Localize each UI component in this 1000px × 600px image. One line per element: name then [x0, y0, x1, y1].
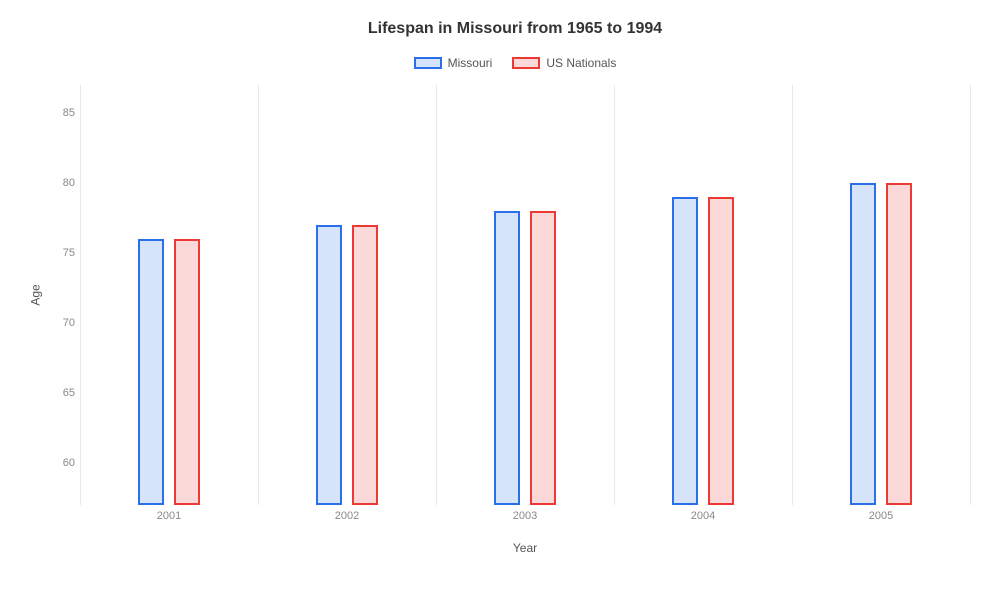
y-tick: 80	[40, 177, 75, 189]
x-axis-label: Year	[513, 541, 537, 555]
bar	[352, 225, 378, 505]
x-tick: 2005	[869, 510, 893, 522]
legend-label-us-nationals: US Nationals	[546, 56, 616, 70]
bar	[850, 183, 876, 505]
legend-swatch-missouri	[414, 57, 442, 69]
y-tick: 75	[40, 247, 75, 259]
x-axis: 2001 2002 2003 2004 2005	[80, 510, 970, 530]
x-tick: 2001	[157, 510, 181, 522]
bar	[708, 197, 734, 505]
bar	[174, 239, 200, 505]
y-tick: 70	[40, 317, 75, 329]
legend: Missouri US Nationals	[60, 56, 970, 70]
bars-group	[80, 85, 970, 505]
x-tick: 2003	[513, 510, 537, 522]
bar	[886, 183, 912, 505]
y-axis: 60 65 70 75 80 85	[40, 85, 75, 505]
bar	[494, 211, 520, 505]
grid-line	[970, 85, 971, 505]
bar	[672, 197, 698, 505]
x-tick: 2002	[335, 510, 359, 522]
bar	[530, 211, 556, 505]
legend-item-missouri: Missouri	[414, 56, 493, 70]
legend-label-missouri: Missouri	[448, 56, 493, 70]
legend-swatch-us-nationals	[512, 57, 540, 69]
y-tick: 65	[40, 387, 75, 399]
chart-container: Lifespan in Missouri from 1965 to 1994 M…	[0, 0, 1000, 600]
bar	[316, 225, 342, 505]
y-tick: 85	[40, 107, 75, 119]
bar	[138, 239, 164, 505]
legend-item-us-nationals: US Nationals	[512, 56, 616, 70]
y-tick: 60	[40, 457, 75, 469]
x-tick: 2004	[691, 510, 715, 522]
plot-area: Age 606570758085 Year 200120022003200420…	[80, 85, 970, 505]
chart-title: Lifespan in Missouri from 1965 to 1994	[60, 20, 970, 38]
